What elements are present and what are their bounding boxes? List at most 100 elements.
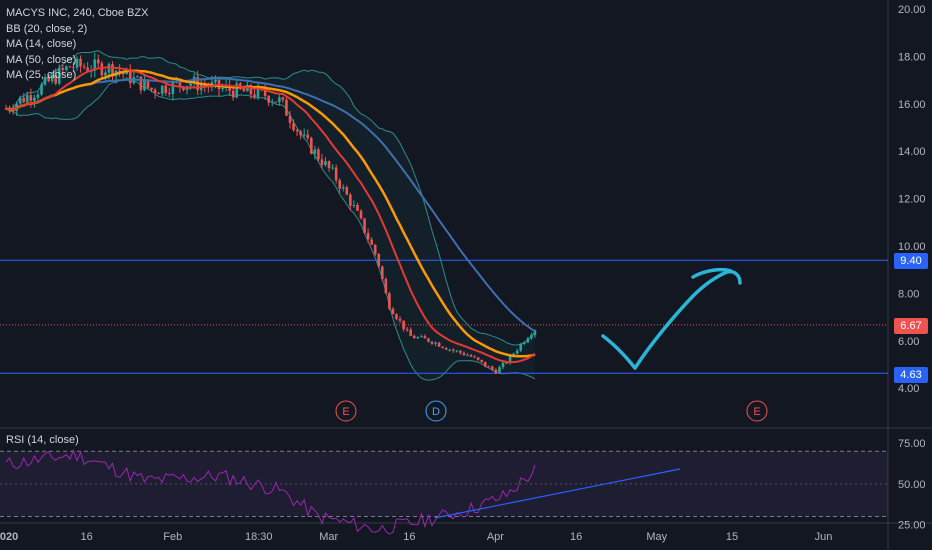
candle-body: [306, 134, 310, 138]
ma25-line: [5, 69, 536, 358]
time-tick-label: 2020: [0, 531, 18, 543]
candle-body: [519, 343, 523, 351]
candle-body: [146, 80, 150, 88]
candle-body: [68, 66, 72, 68]
candle-body: [93, 59, 97, 71]
candle-body: [281, 97, 285, 100]
time-tick-label: May: [646, 531, 667, 543]
candle-body: [370, 239, 373, 245]
candle-body: [82, 66, 86, 68]
event-circle: [335, 400, 357, 422]
symbol-title[interactable]: MACYS INC, 240, Cboe BZX: [6, 7, 149, 19]
candle-body: [327, 161, 331, 168]
candle-body: [377, 254, 381, 267]
candle-body: [398, 318, 402, 321]
candle-body: [356, 204, 359, 211]
rsi-tick-label: 50.00: [898, 479, 926, 491]
candle-body: [491, 366, 494, 370]
candle-body: [288, 115, 292, 123]
bollinger-bands: [5, 50, 536, 381]
candle-body: [526, 338, 530, 343]
candle-body: [359, 210, 363, 219]
candle-body: [405, 329, 409, 331]
candle-body: [395, 314, 398, 319]
candle-body: [242, 88, 246, 92]
candle-body: [533, 330, 537, 336]
candle-body: [402, 320, 405, 330]
price-tag-current: 6.67: [894, 318, 928, 334]
candle-body: [441, 346, 444, 348]
candle-body: [508, 355, 512, 363]
candle-body: [36, 94, 40, 98]
candle-body: [79, 58, 82, 67]
candle-body: [40, 84, 43, 95]
candle-body: [430, 341, 434, 344]
candle-body: [338, 180, 341, 189]
candle-body: [128, 69, 132, 84]
candle-body: [420, 336, 423, 338]
candle-body: [473, 356, 476, 358]
candle-body: [118, 70, 121, 73]
time-tick-label: Jun: [815, 531, 833, 543]
candle-body: [416, 337, 420, 339]
price-tag-lower-line: 4.63: [894, 367, 928, 383]
candle-body: [285, 99, 288, 116]
time-tick-label: 15: [726, 531, 738, 543]
candle-body: [494, 369, 498, 374]
ma50-line: [5, 77, 536, 333]
time-tick-label: 16: [403, 531, 415, 543]
candle-body: [111, 64, 114, 77]
price-tick-label: 20.00: [898, 4, 926, 16]
candle-body: [381, 266, 384, 280]
price-tick-label: 8.00: [898, 288, 919, 300]
candle-body: [267, 96, 270, 103]
candle-body: [310, 137, 313, 154]
rsi-legend[interactable]: RSI (14, close): [6, 434, 79, 446]
candle-body: [366, 232, 370, 240]
candle-body: [65, 66, 68, 70]
candle-body: [448, 349, 452, 351]
candle-body: [512, 353, 515, 356]
candle-body: [160, 85, 164, 94]
event-marker[interactable]: E: [746, 400, 768, 422]
checkmark-drawing[interactable]: [601, 267, 742, 370]
candle-body: [221, 87, 224, 90]
candle-body: [409, 329, 412, 336]
price-tick-label: 18.00: [898, 51, 926, 63]
event-marker[interactable]: D: [425, 400, 447, 422]
candle-body: [18, 97, 22, 104]
time-tick-label: Feb: [163, 531, 182, 543]
candle-body: [292, 122, 295, 131]
candle-body: [444, 347, 448, 350]
ma25-legend[interactable]: MA (25, close): [6, 69, 77, 81]
candle-body: [515, 350, 519, 354]
candle-body: [121, 72, 125, 75]
candle-body: [26, 95, 29, 103]
candle-body: [249, 85, 253, 95]
event-marker[interactable]: E: [335, 400, 357, 422]
candle-body: [33, 97, 36, 101]
candle-body: [72, 67, 75, 69]
candle-body: [97, 59, 100, 64]
candle-body: [427, 338, 430, 342]
candle-body: [505, 362, 508, 364]
ma50-legend[interactable]: MA (50, close): [6, 53, 77, 66]
candle-body: [363, 218, 366, 233]
bb-legend[interactable]: BB (20, close, 2): [6, 22, 88, 35]
candle-body: [100, 63, 104, 76]
candle-body: [466, 354, 469, 356]
candle-body: [228, 85, 231, 91]
candle-body: [153, 89, 157, 94]
candle-body: [437, 342, 441, 347]
ma14-legend[interactable]: MA (14, close): [6, 38, 77, 50]
candle-body: [171, 81, 175, 94]
candle-body: [50, 75, 54, 82]
bb-lower-line: [5, 77, 536, 381]
candle-body: [47, 76, 50, 82]
horizontal-lines[interactable]: [0, 259, 888, 374]
candle-body: [480, 359, 483, 362]
candle-body: [324, 161, 327, 166]
candle-body: [412, 335, 416, 339]
